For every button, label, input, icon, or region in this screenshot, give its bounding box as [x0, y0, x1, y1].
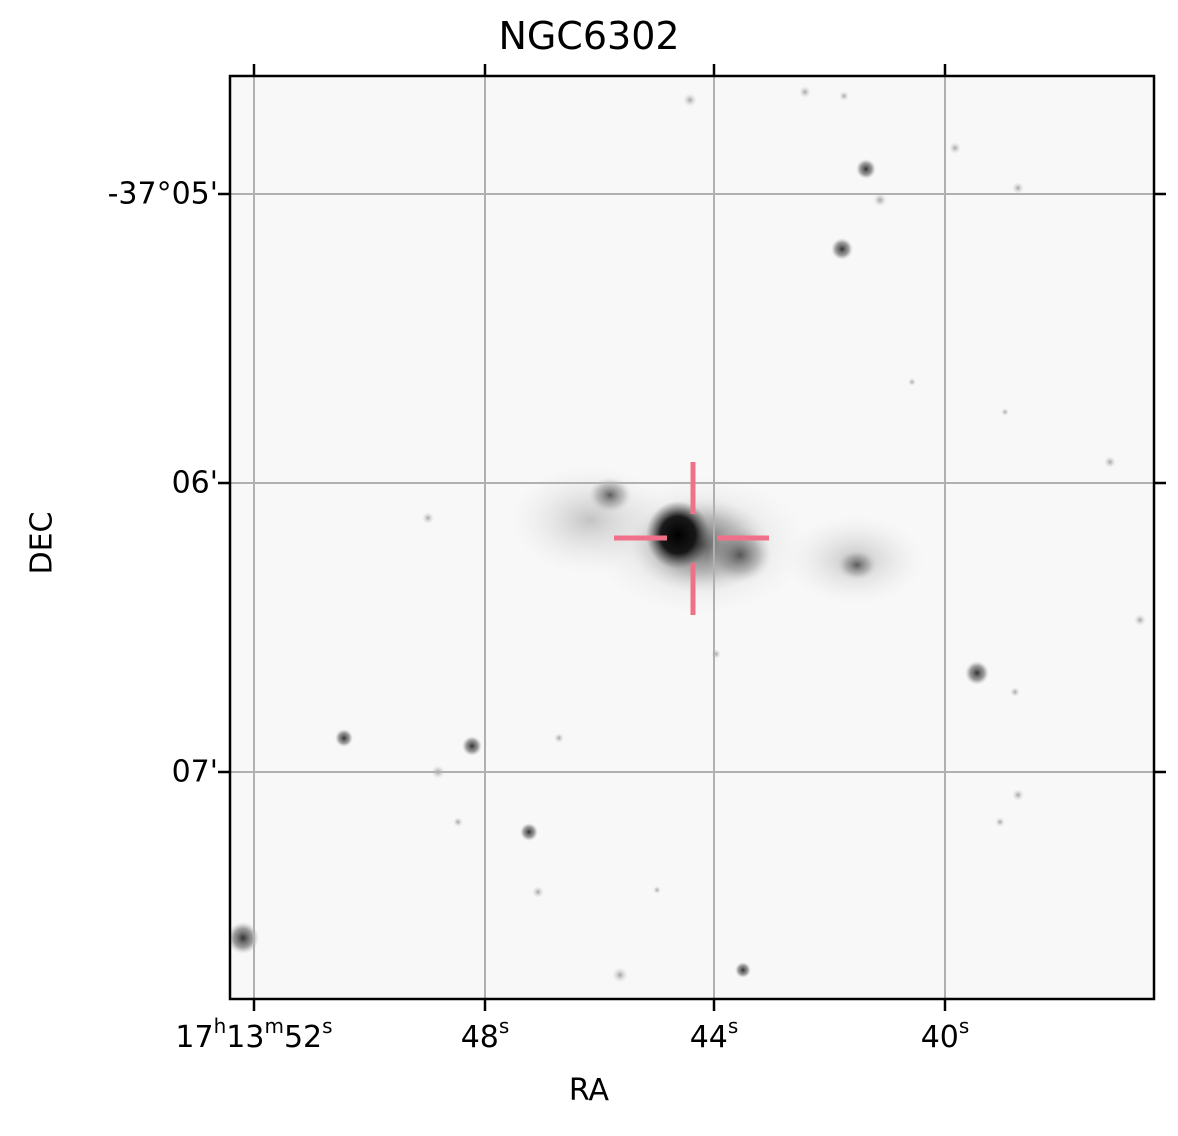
- tick-marks: [218, 64, 1166, 1011]
- star: [839, 91, 849, 101]
- sky-features: [230, 86, 1146, 983]
- star: [1010, 687, 1020, 697]
- star: [965, 661, 989, 685]
- star: [949, 142, 961, 154]
- y-tick-label: 07': [171, 754, 218, 790]
- nebula-far-east-knot: [837, 550, 877, 580]
- x-tick-label: 44s: [689, 1014, 739, 1055]
- star: [462, 736, 482, 756]
- star: [799, 86, 811, 98]
- star: [856, 159, 876, 179]
- star: [711, 649, 721, 659]
- star: [532, 886, 544, 898]
- star: [683, 93, 697, 107]
- star: [735, 962, 751, 978]
- nebula-east-knot: [708, 527, 772, 583]
- x-tick-label: 17h13m52s: [175, 1014, 333, 1055]
- plot-title: NGC6302: [498, 14, 680, 58]
- y-tick-label: 06': [171, 465, 218, 501]
- star: [230, 922, 259, 954]
- star: [612, 967, 628, 983]
- star: [1134, 614, 1146, 626]
- nebula-west-knot: [588, 477, 632, 513]
- star: [422, 512, 434, 524]
- star: [520, 823, 538, 841]
- star: [908, 378, 916, 386]
- y-tick-label: -37°05': [107, 176, 218, 212]
- star: [831, 238, 853, 260]
- nebula-core: [646, 501, 710, 569]
- star: [873, 193, 887, 207]
- star: [1012, 789, 1024, 801]
- x-tick-label: 40s: [920, 1014, 970, 1055]
- star: [653, 886, 661, 894]
- star: [335, 729, 353, 747]
- target-crosshair: [614, 462, 769, 615]
- star: [1001, 408, 1009, 416]
- star: [995, 817, 1005, 827]
- star: [1104, 456, 1116, 468]
- x-tick-label: 48s: [460, 1014, 510, 1055]
- x-axis-label: RA: [568, 1073, 610, 1108]
- star: [554, 733, 564, 743]
- star: [453, 817, 463, 827]
- y-axis-label: DEC: [24, 511, 60, 575]
- axes-frame: [228, 74, 1156, 1001]
- star: [1012, 182, 1024, 194]
